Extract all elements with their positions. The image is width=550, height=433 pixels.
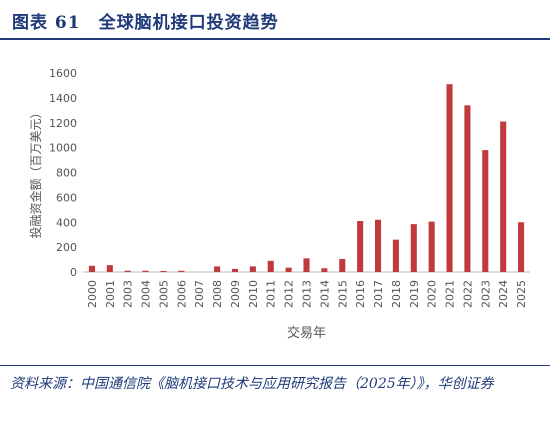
- y-tick-label: 1600: [49, 67, 77, 80]
- x-tick-label: 2016: [354, 280, 367, 308]
- x-tick-label: 2020: [426, 280, 439, 308]
- y-tick-label: 1400: [49, 92, 77, 105]
- bar-2018: [392, 239, 399, 272]
- bar-2014: [321, 268, 328, 272]
- y-tick-label: 600: [56, 191, 77, 204]
- x-tick-label: 2024: [497, 280, 510, 308]
- x-tick-label: 2007: [193, 280, 206, 308]
- x-tick-label: 2025: [515, 280, 528, 308]
- bars: [88, 84, 525, 273]
- bar-2022: [464, 105, 471, 273]
- x-tick-label: 2003: [122, 280, 135, 308]
- x-tick-label: 2014: [318, 280, 331, 308]
- y-tick-label: 800: [56, 167, 77, 180]
- figure-title: 图表 61 全球脑机接口投资趋势: [12, 13, 279, 33]
- x-tick-label: 2022: [461, 280, 474, 308]
- bar-2010: [249, 266, 256, 272]
- x-tick-label: 2000: [86, 280, 99, 308]
- y-axis-ticks: 0 200 400 600 800 1000 1200 1400 1600: [49, 67, 77, 279]
- source-note: 资料来源：中国通信院《脑机接口技术与应用研究报告（2025年）》，华创证券: [10, 376, 494, 392]
- bar-2009: [231, 268, 239, 272]
- bar-2020: [428, 221, 435, 272]
- y-tick-label: 200: [56, 241, 77, 254]
- bar-2003: [124, 270, 131, 272]
- x-tick-label: 2013: [301, 280, 314, 308]
- bar-2015: [339, 258, 346, 272]
- bar-2012: [285, 267, 292, 272]
- bar-2025: [518, 222, 525, 272]
- footer-rule: [0, 365, 550, 366]
- bar-2019: [410, 224, 417, 272]
- bar-2017: [374, 219, 382, 272]
- y-axis-label: 投融资金额（百万美元）: [28, 106, 43, 238]
- bar-2005: [160, 271, 167, 272]
- bar-2016: [357, 221, 364, 272]
- x-axis-label: 交易年: [287, 325, 326, 341]
- x-tick-label: 2006: [175, 280, 188, 308]
- y-tick-label: 0: [70, 266, 77, 279]
- x-tick-label: 2005: [157, 280, 170, 308]
- bar-2023: [482, 150, 489, 272]
- x-tick-label: 2010: [247, 280, 260, 308]
- bar-2013: [303, 258, 310, 272]
- bar-2021: [446, 84, 453, 272]
- x-tick-label: 2017: [372, 280, 385, 308]
- x-tick-label: 2019: [408, 280, 421, 308]
- bar-2001: [106, 265, 113, 272]
- y-tick-label: 400: [56, 216, 77, 229]
- bar-2000: [88, 265, 95, 272]
- figure-header: 图表 61 全球脑机接口投资趋势: [0, 0, 550, 40]
- x-tick-label: 2011: [265, 280, 278, 308]
- x-tick-label: 2004: [140, 280, 153, 308]
- x-tick-label: 2008: [211, 280, 224, 308]
- x-axis-ticks: 2000 2001 2003 2004 2005 2006 2007 2008 2009 2010…: [86, 280, 528, 308]
- header-rule: [0, 38, 550, 40]
- x-tick-label: 2009: [229, 280, 242, 308]
- bar-2004: [142, 270, 149, 272]
- bar-2008: [214, 266, 221, 272]
- x-tick-label: 2001: [104, 280, 117, 308]
- y-tick-label: 1200: [49, 117, 77, 130]
- x-tick-label: 2021: [444, 280, 457, 308]
- bar-2011: [267, 260, 274, 272]
- x-tick-label: 2015: [336, 280, 349, 308]
- x-tick-label: 2023: [479, 280, 492, 308]
- x-tick-label: 2018: [390, 280, 403, 308]
- y-tick-label: 1000: [49, 142, 77, 155]
- x-tick-label: 2012: [283, 280, 296, 308]
- bar-2006: [178, 270, 185, 272]
- bar-2024: [500, 121, 507, 272]
